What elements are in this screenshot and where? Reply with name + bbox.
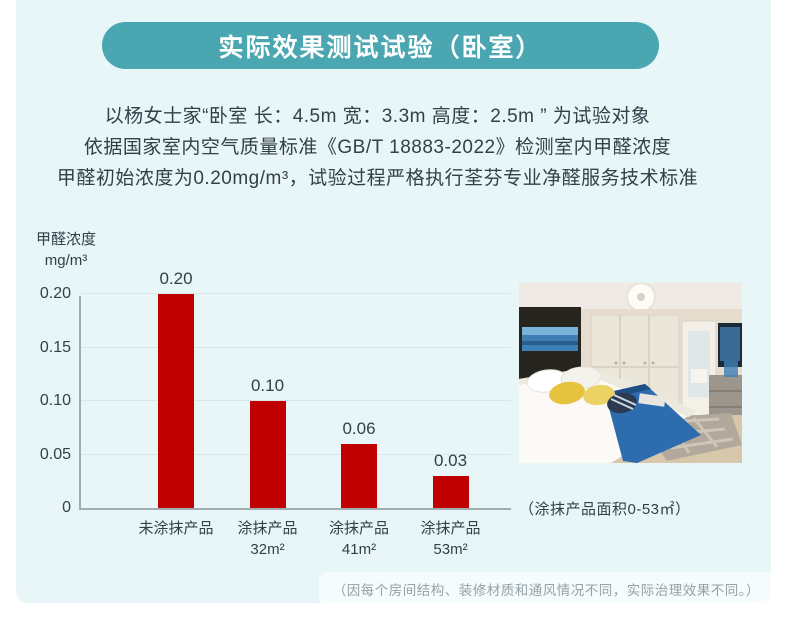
x-category-label: 未涂抹产品: [121, 518, 231, 539]
bar-2: [249, 401, 286, 508]
y-axis-title-line-2: mg/m³: [44, 252, 88, 269]
bar-value-label: 0.03: [433, 450, 468, 470]
y-tick-label: 0.05: [39, 445, 71, 463]
gridline: [81, 453, 511, 455]
description-line-3: 甲醛初始浓度为0.20mg/m³，试验过程严格执行荃芬专业净醛服务技术标准: [56, 168, 699, 189]
photo-caption: （涂抹产品面积0-53㎡）: [519, 501, 691, 518]
x-category-label-line: 涂抹产品: [328, 520, 389, 537]
x-category-label-line: 53m²: [433, 541, 468, 558]
page-title: 实际效果测试试验（卧室）: [218, 33, 543, 62]
bar-value-label: 0.20: [159, 269, 193, 288]
page-title-banner: 实际效果测试试验（卧室）: [102, 22, 659, 69]
bar-value-label: 0.10: [250, 376, 285, 395]
bar-value-label: 0.06: [342, 418, 376, 438]
y-axis-title-line-1: 甲醛浓度: [35, 231, 96, 248]
bar-1: [158, 294, 194, 508]
disclaimer-note: （因每个房间结构、装修材质和通风情况不同，实际治理效果不同。）: [318, 572, 774, 606]
bar-4: [432, 475, 469, 508]
gridline: [81, 400, 511, 401]
x-category-label-line: 未涂抹产品: [138, 520, 214, 537]
x-category-label: 涂抹产品 32m²: [213, 518, 323, 560]
x-category-label: 涂抹产品 41m²: [304, 518, 414, 560]
chart-plot: 0 0.05 0.10 0.15 0.20 0.20 未涂抹产品 0.10 涂抹产品 32m² 0.…: [40, 269, 511, 558]
description-line-2: 依据国家室内空气质量标准《GB/T 18883-2022》检测室内甲醛浓度: [83, 137, 672, 158]
y-tick-label: 0: [62, 499, 71, 516]
y-tick-label: 0.10: [39, 392, 71, 409]
x-category-label-line: 涂抹产品: [237, 520, 298, 537]
test-description: 以杨女士家“卧室 长：4.5m 宽：3.3m 高度：2.5m ” 为试验对象 依…: [0, 101, 755, 194]
bar-3: [341, 443, 377, 508]
bedroom-photo-illustration: [519, 283, 742, 463]
y-tick-label: 0.15: [39, 338, 71, 356]
bedroom-photo: [519, 283, 742, 463]
gridline: [81, 346, 511, 348]
x-category-label: 涂抹产品 53m²: [396, 518, 506, 560]
x-category-label-line: 32m²: [250, 541, 285, 558]
y-axis-title: 甲醛浓度 mg/m³: [20, 229, 112, 271]
x-category-label-line: 41m²: [341, 541, 377, 558]
y-tick-label: 0.20: [39, 285, 71, 302]
description-line-1: 以杨女士家“卧室 长：4.5m 宽：3.3m 高度：2.5m ” 为试验对象: [104, 106, 651, 127]
x-category-label-line: 涂抹产品: [420, 520, 481, 537]
gridline: [81, 293, 511, 294]
